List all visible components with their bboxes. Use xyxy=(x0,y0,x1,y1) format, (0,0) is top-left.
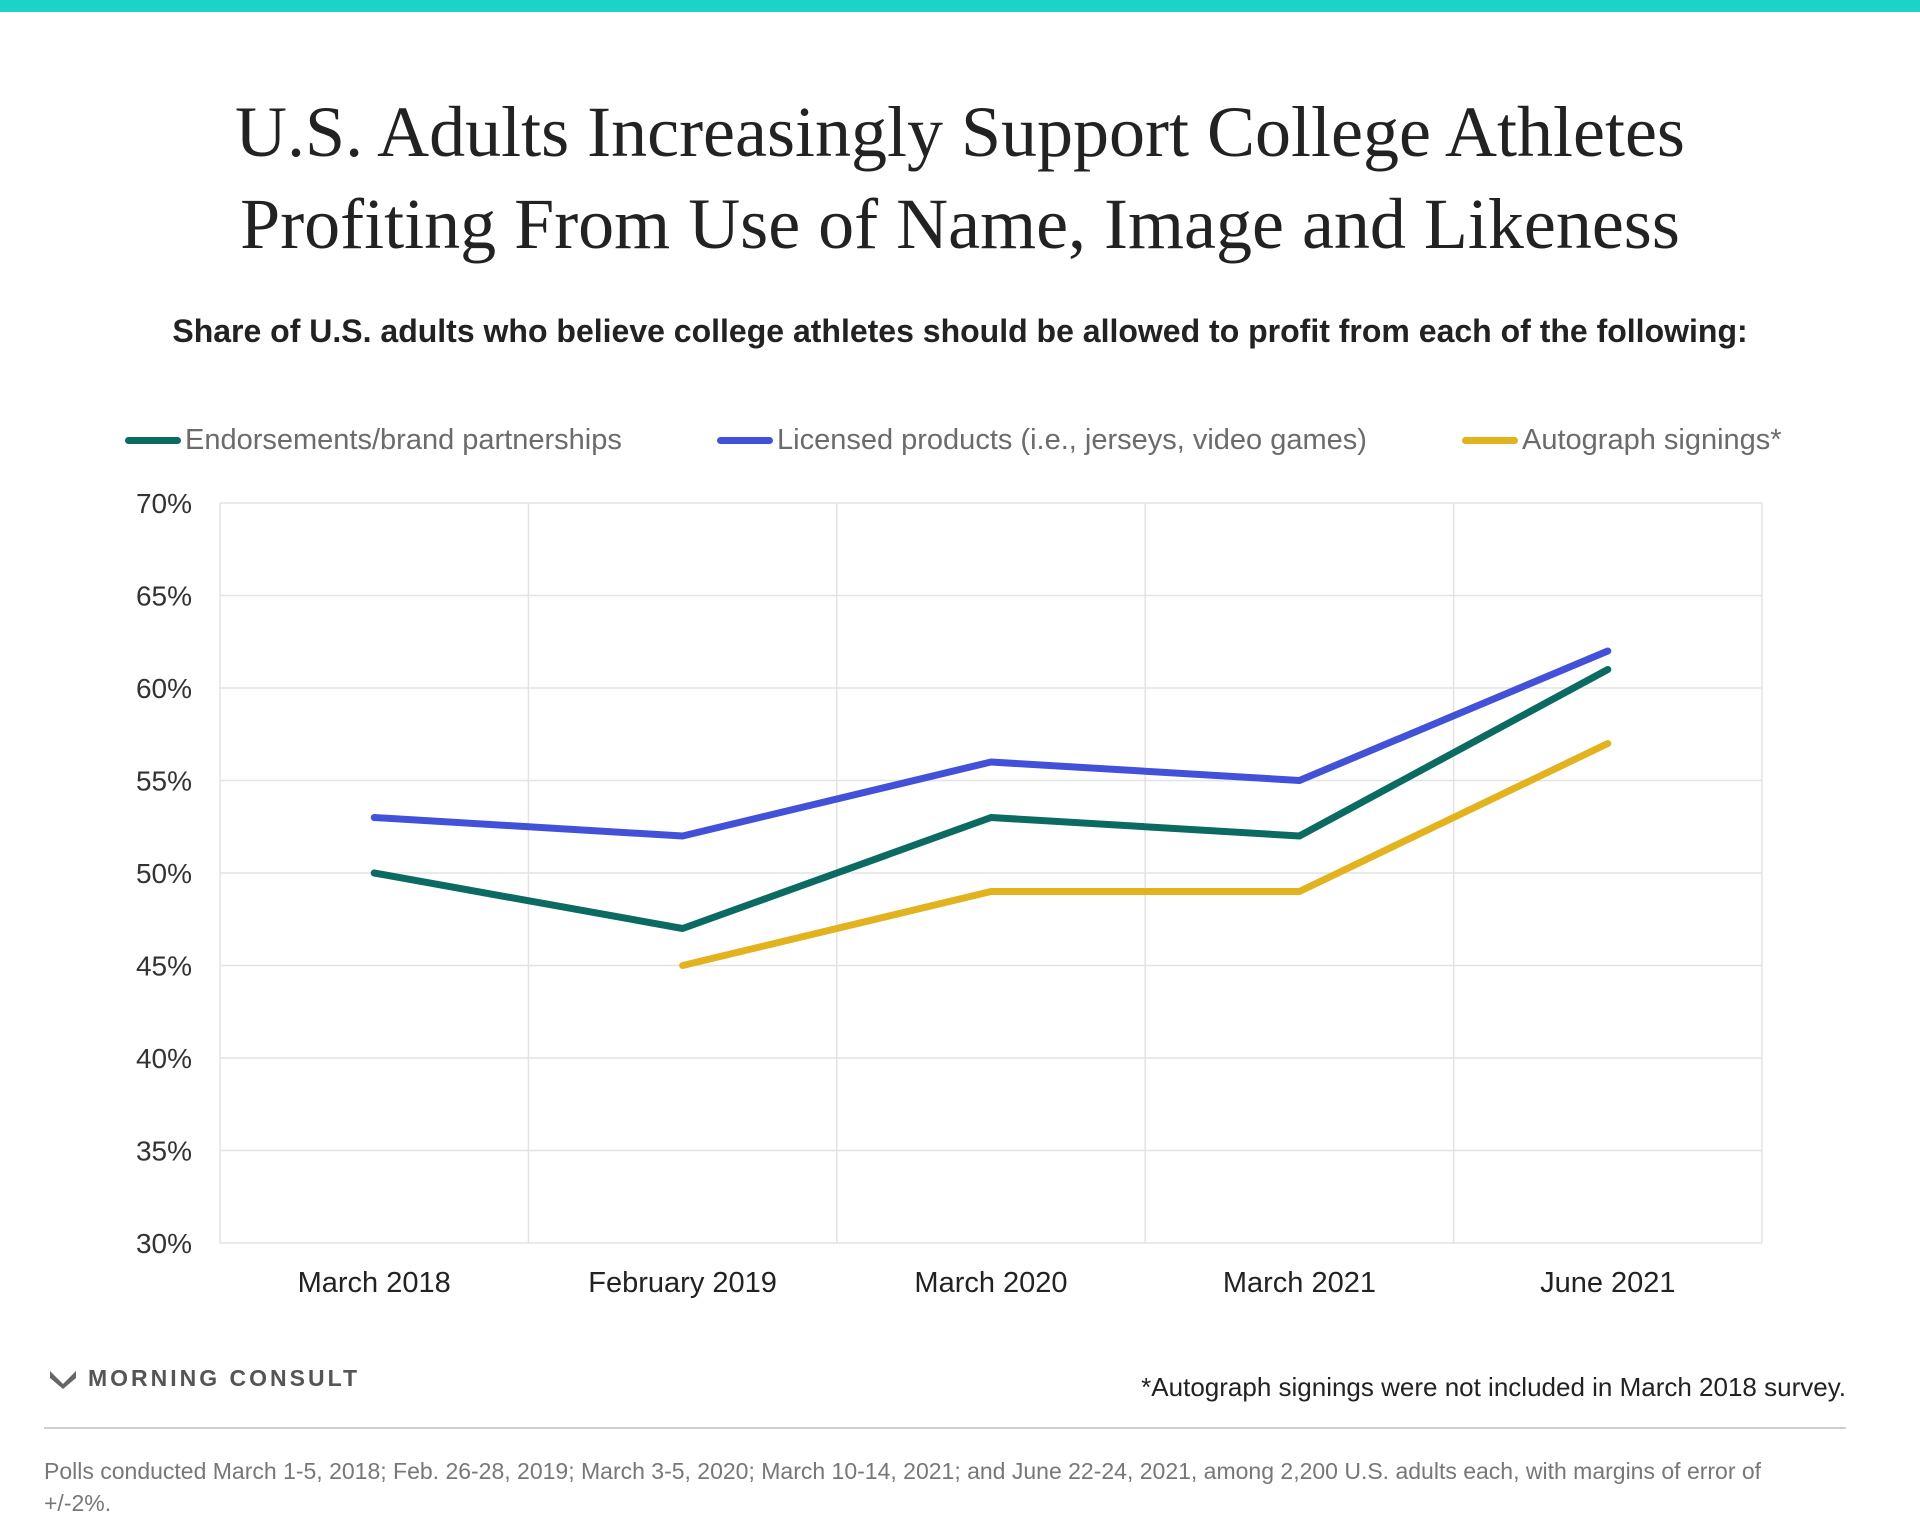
y-tick-label: 35% xyxy=(136,1136,192,1167)
chart-title-line-1: U.S. Adults Increasingly Support College… xyxy=(235,92,1685,172)
chart-legend: Endorsements/brand partnerships Licensed… xyxy=(0,420,1920,460)
y-tick-label: 30% xyxy=(136,1228,192,1259)
x-tick-label: March 2020 xyxy=(914,1267,1067,1299)
chart-grid xyxy=(219,502,1763,1244)
top-accent-bar xyxy=(0,0,1920,12)
y-tick-label: 50% xyxy=(136,858,192,889)
y-tick-label: 40% xyxy=(136,1043,192,1074)
footnote: *Autograph signings were not included in… xyxy=(1141,1372,1846,1402)
chart-subtitle: Share of U.S. adults who believe college… xyxy=(172,313,1748,349)
y-tick-label: 55% xyxy=(136,766,192,797)
morning-consult-logo-icon xyxy=(50,1370,76,1389)
line-chart: 30% 35% 40% 45% 50% 55% 60% 65% 70% March 2018 Fe… xyxy=(136,488,1763,1299)
chart-title: U.S. Adults Increasingly Support College… xyxy=(0,86,1920,270)
x-tick-label: March 2018 xyxy=(298,1267,451,1299)
series-line-2 xyxy=(679,740,1612,969)
legend-label-endorsements: Endorsements/brand partnerships xyxy=(185,423,622,456)
legend-label-licensed: Licensed products (i.e., jerseys, video … xyxy=(777,423,1367,456)
y-axis-ticks: 30% 35% 40% 45% 50% 55% 60% 65% 70% xyxy=(136,488,192,1259)
x-tick-label: March 2021 xyxy=(1223,1267,1376,1299)
legend-swatch-autograph xyxy=(1462,436,1518,444)
series-lines xyxy=(370,647,1612,969)
legend-item-autograph: Autograph signings* xyxy=(1462,420,1782,460)
brand-name: MORNING CONSULT xyxy=(88,1365,361,1391)
y-tick-label: 70% xyxy=(136,488,192,519)
x-axis-ticks: March 2018 February 2019 March 2020 March 2… xyxy=(298,1267,1676,1299)
footer-divider xyxy=(44,1427,1846,1429)
brand-logo: MORNING CONSULT xyxy=(48,1365,360,1392)
y-tick-label: 65% xyxy=(136,581,192,612)
source-note: Polls conducted March 1-5, 2018; Feb. 26… xyxy=(44,1458,1762,1516)
legend-label-autograph: Autograph signings* xyxy=(1522,423,1782,456)
y-tick-label: 60% xyxy=(136,673,192,704)
chart-title-line-2: Profiting From Use of Name, Image and Li… xyxy=(240,184,1680,264)
series-line-0 xyxy=(370,666,1612,932)
x-tick-label: February 2019 xyxy=(588,1267,777,1299)
y-tick-label: 45% xyxy=(136,951,192,982)
series-line-1 xyxy=(370,647,1612,840)
legend-swatch-licensed xyxy=(717,436,773,444)
legend-swatch-endorsements xyxy=(125,436,181,444)
x-tick-label: June 2021 xyxy=(1540,1267,1675,1299)
legend-item-endorsements: Endorsements/brand partnerships xyxy=(125,420,622,460)
legend-item-licensed: Licensed products (i.e., jerseys, video … xyxy=(717,420,1367,460)
